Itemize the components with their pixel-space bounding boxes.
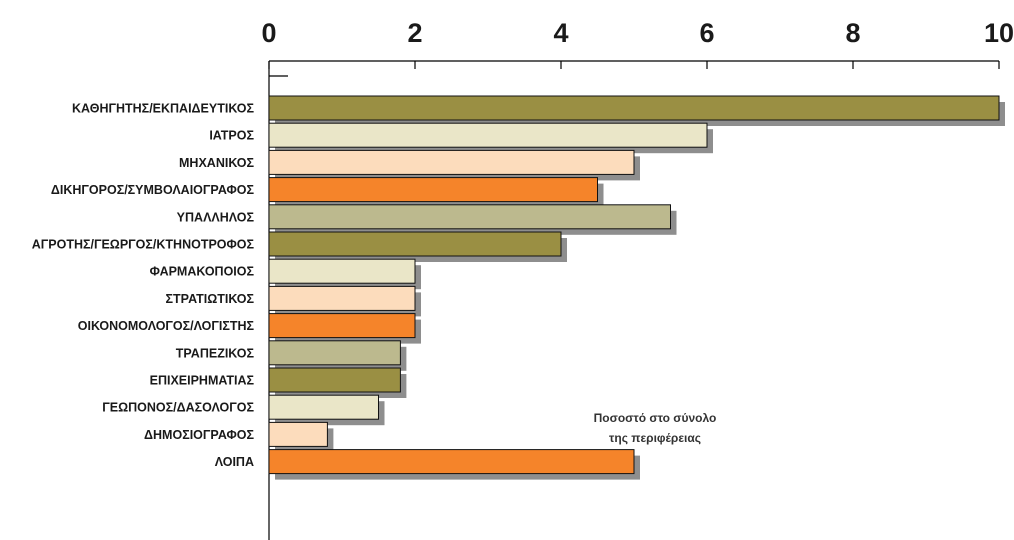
bar-6	[268, 258, 416, 284]
bar-0	[268, 95, 1000, 121]
category-label-11: ΓΕΩΠΟΝΟΣ/ΔΑΣΟΛΟΓΟΣ	[102, 401, 254, 415]
bar-7	[268, 285, 416, 311]
note-line-1: Ποσοστό στο σύνολο	[594, 411, 717, 425]
category-label-12: ΔΗΜΟΣΙΟΓΡΑΦΟΣ	[144, 428, 254, 442]
bar-5	[268, 231, 562, 257]
bar-11	[268, 394, 379, 420]
bar-1	[268, 122, 708, 148]
x-axis-ticks: 0 2 4 6 8 10	[261, 18, 1014, 540]
bars-group	[268, 95, 1005, 480]
category-label-5: ΑΓΡΟΤΗΣ/ΓΕΩΡΓΟΣ/ΚΤΗΝΟΤΡΟΦΟΣ	[32, 238, 255, 252]
bar-9	[268, 340, 401, 366]
category-label-9: ΤΡΑΠΕΖΙΚΟΣ	[176, 346, 255, 360]
note-line-2: της περιφέρειας	[609, 431, 701, 445]
x-tick-label-2: 4	[553, 18, 568, 48]
category-label-0: ΚΑΘΗΓΗΤΗΣ/ΕΚΠΑΙΔΕΥΤΙΚΟΣ	[72, 102, 254, 116]
category-label-4: ΥΠΑΛΛΗΛΟΣ	[177, 210, 255, 224]
category-label-8: ΟΙΚΟΝΟΜΟΛΟΓΟΣ/ΛΟΓΙΣΤΗΣ	[78, 319, 255, 333]
bar-12	[268, 421, 328, 447]
bar-4	[268, 204, 671, 230]
category-label-10: ΕΠΙΧΕΙΡΗΜΑΤΙΑΣ	[150, 374, 255, 388]
category-label-13: ΛΟΙΠΑ	[215, 455, 254, 469]
bar-2	[268, 149, 635, 175]
category-label-2: ΜΗΧΑΝΙΚΟΣ	[179, 156, 254, 170]
category-labels: ΚΑΘΗΓΗΤΗΣ/ΕΚΠΑΙΔΕΥΤΙΚΟΣ ΙΑΤΡΟΣ ΜΗΧΑΝΙΚΟΣ ΔΙ…	[32, 102, 255, 470]
bar-10	[268, 367, 401, 393]
bar-3	[268, 177, 598, 203]
bar-13	[268, 449, 635, 475]
category-label-3: ΔΙΚΗΓΟΡΟΣ/ΣΥΜΒΟΛΑΙΟΓΡΑΦΟΣ	[51, 183, 255, 197]
x-tick-label-1: 2	[407, 18, 422, 48]
category-label-6: ΦΑΡΜΑΚΟΠΟΙΟΣ	[150, 265, 255, 279]
x-tick-label-5: 10	[984, 18, 1014, 48]
region-share-note: Ποσοστό στο σύνολο της περιφέρειας	[594, 411, 717, 445]
bar-8	[268, 313, 416, 339]
x-tick-label-0: 0	[261, 18, 276, 48]
category-label-1: ΙΑΤΡΟΣ	[209, 129, 254, 143]
x-tick-label-3: 6	[699, 18, 714, 48]
x-tick-label-4: 8	[845, 18, 860, 48]
category-label-7: ΣΤΡΑΤΙΩΤΙΚΟΣ	[166, 292, 255, 306]
